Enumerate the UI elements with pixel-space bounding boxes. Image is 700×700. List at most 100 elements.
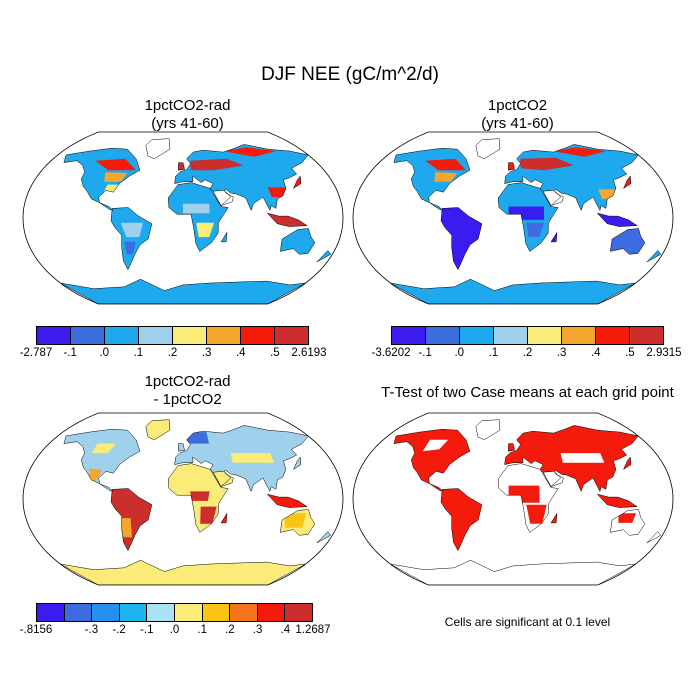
data-region	[183, 203, 210, 214]
coastline	[504, 144, 639, 212]
colorbar-label: .2	[225, 624, 235, 636]
land-madagascar	[551, 232, 557, 242]
coastline	[646, 531, 662, 544]
colorbar-label: .0	[99, 347, 110, 359]
colorbar-labels-1pctco2: -3.6202 -.1 .0 .1 .2 .3 .4 .5 2.9315	[371, 347, 681, 361]
colorbar-label: .0	[169, 624, 180, 636]
colorbar-label: .3	[201, 347, 212, 359]
coastline	[63, 147, 141, 211]
data-region	[508, 206, 545, 220]
panel-title-line1: 1pctCO2-rad	[144, 373, 231, 390]
significance-note: Cells are significant at 0.1 level	[444, 615, 611, 629]
colorbar-label: .3	[556, 347, 567, 359]
land-nz	[646, 531, 661, 543]
coastline	[390, 559, 636, 585]
data-region	[422, 439, 449, 452]
data-region	[196, 222, 215, 238]
colorbar-label: .1	[197, 624, 207, 636]
map-ttest-significance	[352, 412, 674, 586]
data-region	[526, 222, 545, 238]
data-region	[124, 241, 136, 255]
data-region	[91, 443, 116, 454]
colorbar-box-5	[147, 604, 175, 621]
colorbar-label: -.1	[418, 347, 432, 359]
land-japan	[293, 457, 301, 470]
coastline	[610, 509, 646, 536]
land-japan	[293, 176, 301, 189]
coastline	[280, 228, 316, 255]
coastline	[174, 144, 309, 212]
colorbar-box-5	[528, 327, 562, 344]
colorbar-box-2	[426, 327, 460, 344]
map-nee-1pctco2-rad	[22, 131, 344, 305]
colorbar-box-4	[119, 604, 148, 621]
coastline	[174, 425, 309, 493]
colorbar-box-6	[207, 327, 241, 344]
colorbar-1pctco2-rad	[36, 326, 309, 345]
colorbar-box-1	[37, 327, 71, 344]
colorbar-label: .2	[522, 347, 533, 359]
colorbar-box-3	[92, 604, 120, 621]
colorbar-box-7	[596, 327, 630, 344]
coastline	[110, 488, 153, 552]
coastline	[167, 182, 229, 252]
coastline	[504, 425, 639, 493]
coastline	[220, 232, 228, 243]
colorbar-box-10	[285, 604, 312, 621]
coastline	[292, 456, 302, 471]
land-greenland	[475, 419, 500, 440]
land-greenland	[145, 419, 170, 440]
panel-title-line2: (yrs 41-60)	[151, 115, 224, 132]
coastline	[596, 493, 638, 508]
land-samerica	[111, 207, 152, 270]
data-region	[186, 432, 209, 444]
coastline	[550, 232, 558, 243]
data-region	[267, 187, 287, 197]
land-arabia	[543, 471, 564, 487]
data-region	[425, 158, 466, 171]
data-region	[120, 222, 143, 238]
coastline	[440, 488, 483, 552]
panel-title-1pctco2: 1pctCO2 (yrs 41-60)	[355, 97, 680, 133]
land-samerica	[441, 207, 482, 270]
map-border	[22, 131, 344, 305]
land-uk	[178, 443, 185, 452]
colorbar-box-8	[275, 327, 308, 344]
land-indonesia	[597, 494, 638, 508]
colorbar-box-7	[241, 327, 275, 344]
data-region	[434, 172, 458, 182]
coastline	[220, 513, 228, 524]
coastline	[316, 531, 332, 544]
coastline	[145, 138, 171, 160]
colorbar-box-1	[37, 604, 65, 621]
coastline	[508, 162, 515, 171]
land-antarctica	[390, 279, 636, 304]
colorbar-label: .0	[454, 347, 465, 359]
land-arabia	[213, 190, 234, 206]
data-region	[504, 470, 540, 482]
coastline	[508, 443, 515, 452]
panel-title-line1: 1pctCO2-rad	[144, 97, 231, 114]
map-border	[352, 412, 674, 586]
coastline	[610, 228, 646, 255]
colorbar-label: 2.6193	[291, 347, 327, 359]
land-nz	[316, 531, 331, 543]
coastline	[60, 278, 306, 304]
colorbar-label: -.1	[63, 347, 77, 359]
coastline	[390, 278, 636, 304]
colorbar-labels-difference: -.8156 -.3 -.2 -.1 .0 .1 .2 .3 .4 1.2687	[20, 624, 331, 638]
panel-title-1pctco2-rad: 1pctCO2-rad (yrs 41-60)	[25, 97, 350, 133]
coastline	[542, 471, 564, 487]
data-region	[618, 513, 637, 523]
data-region	[190, 158, 244, 171]
colorbar-label: .2	[167, 347, 178, 359]
land-namerica	[393, 429, 470, 492]
map-nee-difference	[22, 412, 344, 586]
data-region	[200, 506, 217, 524]
colorbar-label: .5	[270, 347, 280, 359]
coastline	[550, 513, 558, 524]
coastline	[63, 428, 141, 492]
data-region	[284, 513, 307, 528]
data-region	[89, 468, 102, 482]
coastline	[280, 509, 316, 536]
